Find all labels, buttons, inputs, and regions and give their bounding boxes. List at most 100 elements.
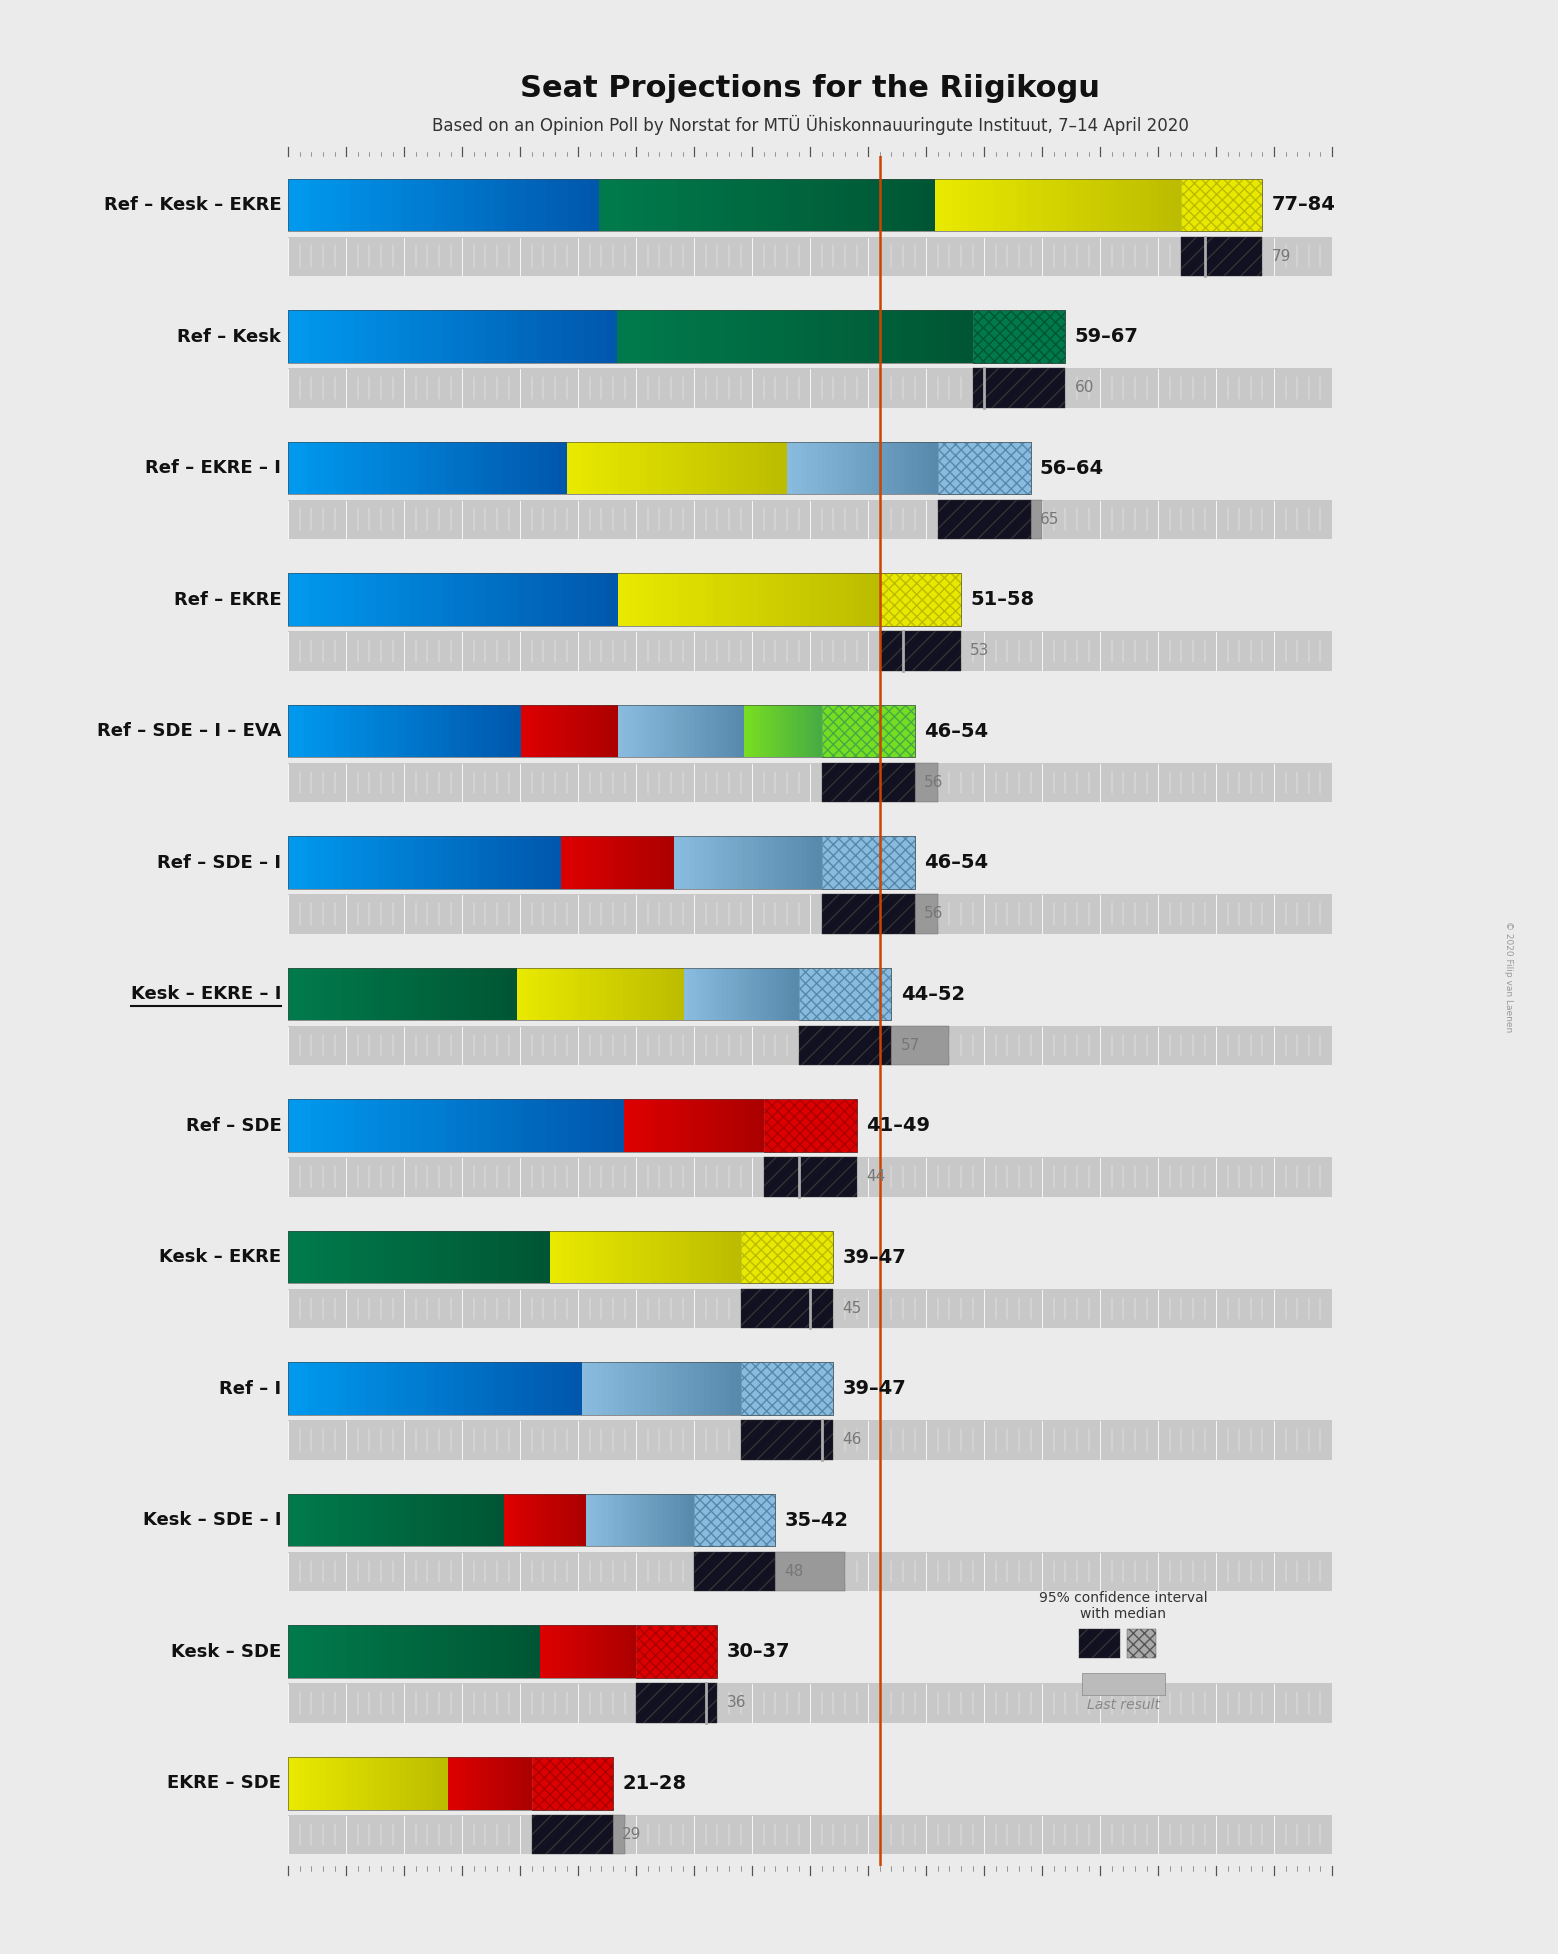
- Bar: [288, 1757, 293, 1809]
- Bar: [288, 1231, 298, 1284]
- Bar: [330, 1626, 338, 1678]
- Bar: [597, 1495, 601, 1546]
- Bar: [475, 1495, 481, 1546]
- Bar: [633, 1495, 637, 1546]
- Bar: [313, 1626, 323, 1678]
- Text: Ref – SDE – I – EVA: Ref – SDE – I – EVA: [97, 723, 282, 741]
- Bar: [651, 1231, 657, 1284]
- Bar: [629, 1362, 634, 1415]
- Bar: [670, 1231, 676, 1284]
- Bar: [534, 1495, 538, 1546]
- Bar: [812, 836, 816, 889]
- Bar: [567, 1495, 570, 1546]
- Bar: [617, 1626, 620, 1678]
- Bar: [625, 836, 629, 889]
- Bar: [569, 1231, 575, 1284]
- Bar: [396, 1362, 405, 1415]
- Bar: [668, 705, 673, 758]
- Bar: [444, 178, 453, 231]
- Bar: [315, 1231, 323, 1284]
- Bar: [888, 442, 893, 494]
- Bar: [620, 1231, 626, 1284]
- Bar: [695, 1495, 776, 1546]
- Bar: [323, 1100, 333, 1153]
- Bar: [298, 836, 307, 889]
- Bar: [509, 1495, 513, 1546]
- Bar: [390, 705, 397, 758]
- Bar: [318, 1362, 327, 1415]
- Bar: [608, 1495, 612, 1546]
- Bar: [798, 442, 802, 494]
- Bar: [410, 1231, 419, 1284]
- Bar: [676, 1231, 684, 1284]
- Bar: [661, 705, 664, 758]
- Bar: [553, 1626, 556, 1678]
- Bar: [541, 311, 552, 363]
- Bar: [379, 836, 388, 889]
- Bar: [643, 178, 654, 231]
- Bar: [1123, 178, 1133, 231]
- Bar: [977, 178, 985, 231]
- Bar: [721, 1100, 726, 1153]
- Bar: [656, 705, 661, 758]
- Bar: [542, 1626, 545, 1678]
- Bar: [781, 705, 784, 758]
- Bar: [651, 1362, 656, 1415]
- Bar: [472, 1626, 481, 1678]
- Bar: [288, 1290, 1332, 1329]
- Bar: [581, 1495, 584, 1546]
- Bar: [743, 836, 748, 889]
- Bar: [647, 1100, 651, 1153]
- Bar: [559, 1495, 561, 1546]
- Bar: [656, 836, 659, 889]
- Bar: [619, 1495, 622, 1546]
- Bar: [714, 1362, 720, 1415]
- Bar: [738, 836, 743, 889]
- Bar: [605, 1626, 608, 1678]
- Bar: [830, 311, 841, 363]
- Bar: [534, 705, 538, 758]
- Bar: [908, 442, 913, 494]
- Bar: [629, 836, 633, 889]
- Bar: [748, 836, 753, 889]
- Bar: [653, 573, 662, 625]
- Bar: [589, 705, 592, 758]
- Bar: [723, 311, 735, 363]
- Bar: [559, 705, 562, 758]
- Bar: [453, 1757, 456, 1809]
- Bar: [405, 1362, 416, 1415]
- Bar: [606, 967, 612, 1020]
- Bar: [773, 836, 777, 889]
- Bar: [595, 836, 598, 889]
- Bar: [614, 1362, 619, 1415]
- Bar: [573, 311, 584, 363]
- Bar: [809, 705, 812, 758]
- Bar: [802, 442, 807, 494]
- Bar: [601, 1100, 612, 1153]
- Bar: [352, 1495, 360, 1546]
- Bar: [637, 1495, 640, 1546]
- Bar: [584, 1495, 586, 1546]
- Bar: [619, 1362, 625, 1415]
- Bar: [502, 967, 509, 1020]
- Bar: [492, 442, 502, 494]
- Bar: [444, 1362, 455, 1415]
- Bar: [841, 311, 854, 363]
- Bar: [375, 1231, 385, 1284]
- Bar: [505, 705, 513, 758]
- Bar: [628, 1100, 633, 1153]
- Bar: [754, 705, 757, 758]
- Bar: [324, 836, 333, 889]
- Bar: [656, 1362, 661, 1415]
- Bar: [333, 967, 341, 1020]
- Bar: [397, 705, 405, 758]
- Bar: [531, 1757, 612, 1809]
- Bar: [569, 1626, 572, 1678]
- Bar: [676, 442, 684, 494]
- Bar: [553, 705, 556, 758]
- Bar: [821, 895, 915, 934]
- Bar: [619, 705, 622, 758]
- Bar: [706, 573, 714, 625]
- Bar: [308, 1362, 318, 1415]
- Bar: [449, 967, 456, 1020]
